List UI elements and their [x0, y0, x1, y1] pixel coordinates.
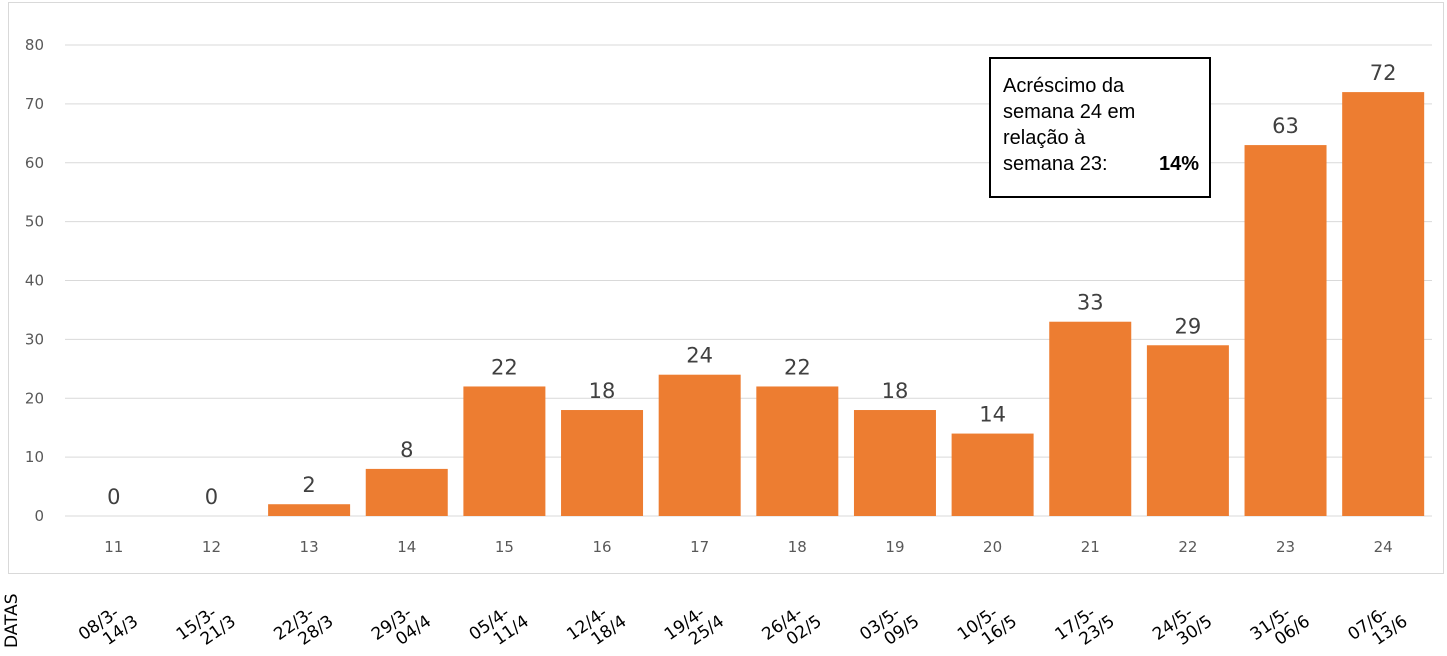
annotation-line-2: semana 24 em — [1003, 101, 1136, 123]
date-range-label: 22/3-28/3 — [270, 603, 337, 650]
bar — [1049, 321, 1132, 516]
y-tick-label: 50 — [25, 213, 44, 231]
data-label: 14 — [979, 403, 1006, 427]
bar — [951, 433, 1034, 516]
x-tick-label: 20 — [983, 538, 1002, 556]
x-tick-label: 13 — [300, 538, 319, 556]
x-tick-label: 15 — [495, 538, 514, 556]
y-tick-label: 40 — [25, 272, 44, 290]
annotation-line-4: semana 23: — [1003, 153, 1108, 175]
x-tick-label: 22 — [1178, 538, 1197, 556]
x-tick-label: 12 — [202, 538, 221, 556]
bars — [268, 92, 1425, 516]
y-axis-ticks: 0 10 20 30 40 50 60 70 80 — [25, 36, 44, 525]
data-label: 24 — [686, 344, 713, 368]
x-tick-label: 19 — [885, 538, 904, 556]
x-tick-label: 21 — [1081, 538, 1100, 556]
bar — [463, 386, 546, 516]
bar — [1342, 92, 1425, 516]
data-label: 22 — [491, 355, 518, 379]
y-tick-label: 80 — [25, 36, 44, 54]
date-range-label: 31/5-06/6 — [1247, 603, 1314, 650]
date-range-label: 03/5-09/5 — [856, 603, 923, 650]
date-range-label: 10/5-16/5 — [954, 603, 1021, 650]
x-tick-label: 17 — [690, 538, 709, 556]
data-label: 2 — [302, 473, 315, 497]
data-label: 22 — [784, 355, 811, 379]
data-labels: 0 0 2 8 22 18 24 22 18 14 33 29 63 72 — [107, 61, 1396, 509]
data-label: 63 — [1272, 114, 1299, 138]
date-range-label: 08/3-14/3 — [75, 603, 142, 650]
y-tick-label: 10 — [25, 448, 44, 466]
date-range-label: 12/4-18/4 — [563, 603, 630, 650]
dates-axis-label: DATAS — [2, 593, 22, 648]
x-axis-week-ticks: 11 12 13 14 15 16 17 18 19 20 21 22 23 24 — [104, 538, 1392, 556]
y-tick-label: 30 — [25, 330, 44, 348]
data-label: 0 — [107, 485, 120, 509]
data-label: 18 — [882, 379, 909, 403]
data-label: 18 — [589, 379, 616, 403]
x-tick-label: 14 — [397, 538, 416, 556]
chart-frame — [8, 2, 1444, 574]
y-tick-label: 70 — [25, 95, 44, 113]
bar — [1146, 345, 1229, 516]
date-range-label: 26/4-02/5 — [759, 603, 826, 650]
date-range-label: 19/4-25/4 — [661, 603, 728, 650]
date-range-label: 07/6-13/6 — [1344, 603, 1411, 650]
x-tick-label: 16 — [592, 538, 611, 556]
bar — [853, 410, 936, 516]
annotation-line-3: relação à — [1003, 127, 1086, 149]
data-label: 0 — [205, 485, 218, 509]
y-tick-label: 0 — [34, 507, 44, 525]
bar — [365, 468, 448, 516]
data-label: 33 — [1077, 291, 1104, 315]
date-range-labels: 08/3-14/3 15/3-21/3 22/3-28/3 29/3-04/4 05/4… — [75, 603, 1411, 650]
y-tick-label: 20 — [25, 389, 44, 407]
annotation-percent: 14% — [1158, 153, 1199, 175]
bar — [756, 386, 839, 516]
date-range-label: 05/4-11/4 — [466, 603, 533, 650]
date-range-label: 15/3-21/3 — [173, 603, 240, 650]
x-tick-label: 11 — [104, 538, 123, 556]
data-label: 29 — [1175, 314, 1202, 338]
x-tick-label: 18 — [788, 538, 807, 556]
annotation-box: Acréscimo da semana 24 em relação à sema… — [989, 57, 1211, 198]
date-range-label: 29/3-04/4 — [368, 603, 435, 650]
bar — [268, 504, 351, 516]
annotation-line-1: Acréscimo da — [1003, 75, 1125, 97]
x-tick-label: 23 — [1276, 538, 1295, 556]
bar — [561, 410, 644, 516]
bar — [658, 374, 741, 516]
y-tick-label: 60 — [25, 154, 44, 172]
data-label: 72 — [1370, 61, 1397, 85]
date-range-label: 24/5-30/5 — [1149, 603, 1216, 650]
date-range-label: 17/5-23/5 — [1051, 603, 1118, 650]
data-label: 8 — [400, 438, 413, 462]
x-tick-label: 24 — [1374, 538, 1393, 556]
bar — [1244, 145, 1327, 516]
